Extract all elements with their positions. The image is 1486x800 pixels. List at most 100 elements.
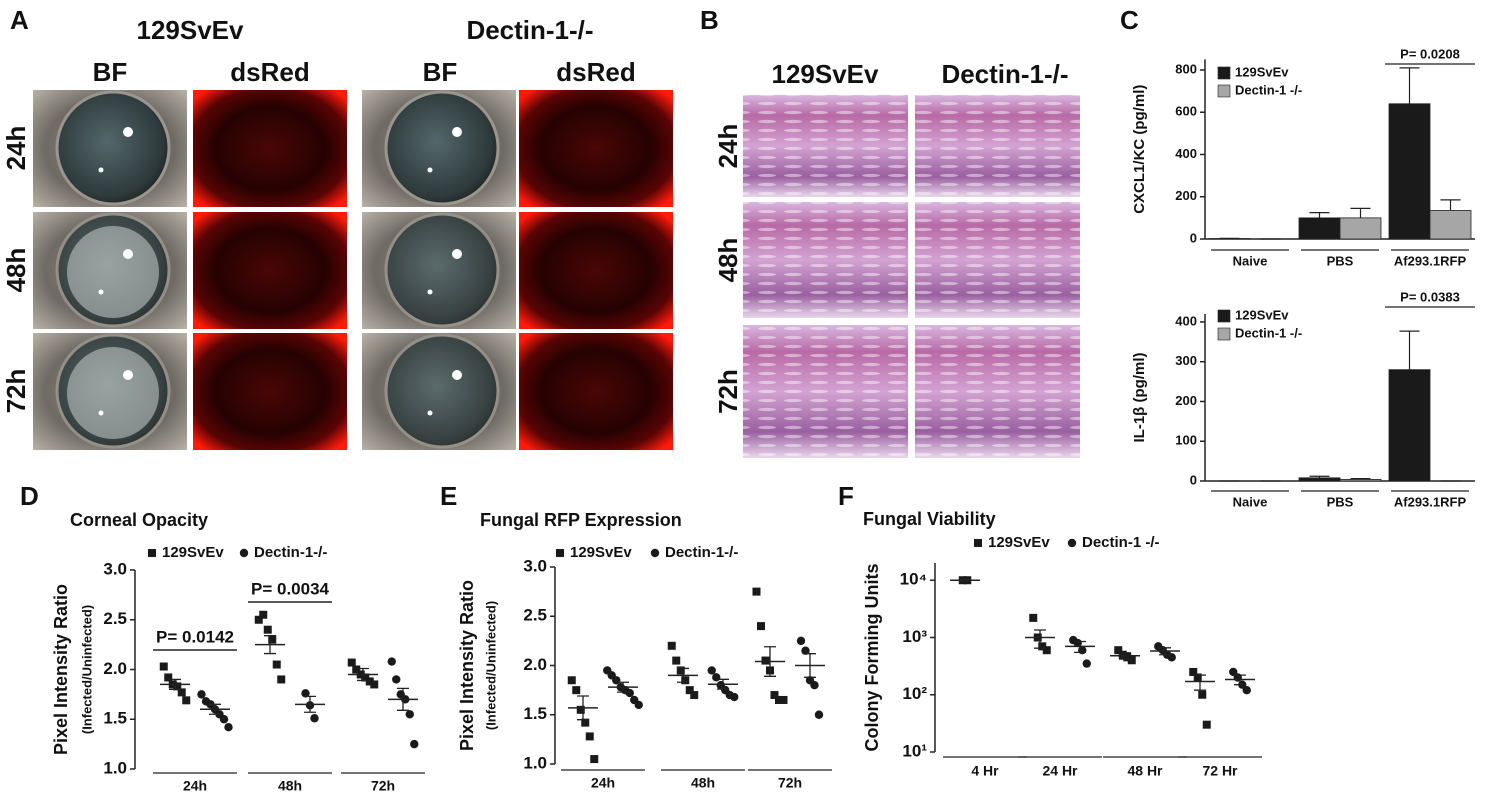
bar	[1388, 369, 1431, 482]
eye-photo	[33, 212, 187, 329]
legend-swatch	[1217, 84, 1231, 98]
cornea	[55, 90, 171, 206]
eye-photo	[519, 212, 673, 329]
photo-bg	[193, 90, 347, 207]
y-tick-label: 800	[1175, 61, 1197, 76]
histology-photo	[743, 95, 908, 197]
data-point	[352, 665, 361, 674]
legend-swatch	[1217, 66, 1231, 80]
legend-label: Dectin-1-/-	[665, 544, 738, 561]
tissue-texture	[915, 202, 1080, 318]
x-tick-label: 72h	[778, 775, 802, 791]
y-axis-label: Colony Forming Units	[862, 564, 882, 752]
data-point	[712, 673, 721, 682]
highlight	[427, 410, 433, 416]
tissue-texture	[743, 95, 908, 197]
x-tick-label: 24 Hr	[1042, 763, 1078, 779]
x-tick-label: 48h	[691, 775, 715, 791]
eye-photo	[362, 333, 516, 450]
bar	[1298, 217, 1341, 240]
error-bar	[304, 695, 316, 713]
chart-title: Fungal RFP Expression	[480, 510, 682, 530]
channel-label: BF	[423, 57, 458, 87]
data-point	[1082, 659, 1091, 668]
x-tick-label: 48 Hr	[1127, 763, 1163, 779]
data-point	[752, 587, 761, 596]
highlight	[123, 127, 133, 137]
photo-bg	[193, 333, 347, 450]
data-point	[410, 739, 419, 749]
legend-label: 129SvEv	[1235, 307, 1289, 322]
data-point	[254, 615, 263, 624]
channel-label: BF	[93, 57, 128, 87]
y-tick-label: 1.5	[103, 709, 127, 728]
legend-marker	[650, 548, 660, 558]
y-tick-label: 1.0	[523, 753, 547, 772]
data-point	[370, 680, 379, 689]
y-tick-label: 10¹	[902, 741, 927, 760]
tissue-texture	[743, 202, 908, 318]
data-point	[310, 714, 319, 723]
legend-label: 129SvEv	[570, 544, 632, 561]
chart-title: Fungal Viability	[863, 509, 996, 529]
y-axis-label: Pixel Intensity Ratio	[457, 580, 477, 751]
highlight	[427, 289, 433, 295]
data-point	[259, 610, 268, 619]
y-axis-sublabel: (Infected/Uninfected)	[483, 601, 498, 730]
data-point	[796, 636, 806, 646]
y-tick-label: 1.5	[523, 704, 547, 723]
data-point	[1242, 686, 1251, 695]
error-bar	[717, 678, 729, 690]
row-label: 72h	[713, 369, 743, 414]
y-tick-label: 2.5	[523, 606, 547, 625]
panel-letter: C	[1120, 5, 1139, 35]
data-point	[676, 666, 685, 675]
error-bar	[209, 703, 221, 715]
bar	[1339, 217, 1382, 240]
x-tick-label: 72 Hr	[1202, 763, 1238, 779]
x-tick-label: Naive	[1233, 494, 1268, 509]
data-point	[576, 705, 585, 714]
data-point	[197, 690, 206, 699]
y-axis-label: CXCL1/KC (pg/ml)	[1131, 85, 1148, 214]
error-bar	[959, 578, 971, 582]
error-bar	[1194, 674, 1206, 691]
histology-photo	[915, 202, 1080, 318]
error-bar	[577, 695, 589, 721]
chart-title: Corneal Opacity	[70, 510, 208, 530]
strain-label: 129SvEv	[772, 59, 880, 89]
error-bar	[1074, 640, 1086, 654]
legend-marker	[974, 539, 982, 547]
y-axis-label: Pixel Intensity Ratio	[51, 584, 71, 755]
y-tick-label: 10²	[902, 684, 927, 703]
eye-photo	[33, 333, 187, 450]
data-point	[567, 676, 576, 685]
legend-label: Dectin-1 -/-	[1082, 534, 1160, 551]
data-point	[572, 686, 581, 695]
cornea	[384, 212, 500, 328]
data-point	[272, 660, 281, 669]
y-tick-label: 300	[1175, 353, 1197, 368]
data-point	[730, 692, 739, 702]
row-label: 48h	[713, 238, 743, 283]
data-point	[1118, 650, 1127, 659]
data-point	[268, 635, 277, 644]
data-point	[612, 676, 621, 685]
eye-photo	[193, 333, 347, 450]
data-point	[779, 695, 788, 704]
highlight	[98, 289, 104, 295]
data-point	[1038, 642, 1047, 651]
strain-label: 129SvEv	[137, 15, 245, 45]
data-point	[1042, 646, 1051, 655]
cornea	[384, 333, 500, 449]
annotation: P= 0.0383	[1400, 289, 1460, 304]
error-bar	[1440, 199, 1461, 211]
error-bar	[1350, 478, 1371, 480]
error-bar	[1309, 211, 1330, 218]
strain-label: Dectin-1-/-	[941, 59, 1068, 89]
y-axis-sublabel: (Infected/Uninfected)	[79, 605, 94, 734]
data-point	[173, 682, 182, 691]
error-bar	[1034, 629, 1046, 649]
x-tick-label: 72h	[371, 778, 395, 794]
error-bar	[1309, 475, 1330, 478]
